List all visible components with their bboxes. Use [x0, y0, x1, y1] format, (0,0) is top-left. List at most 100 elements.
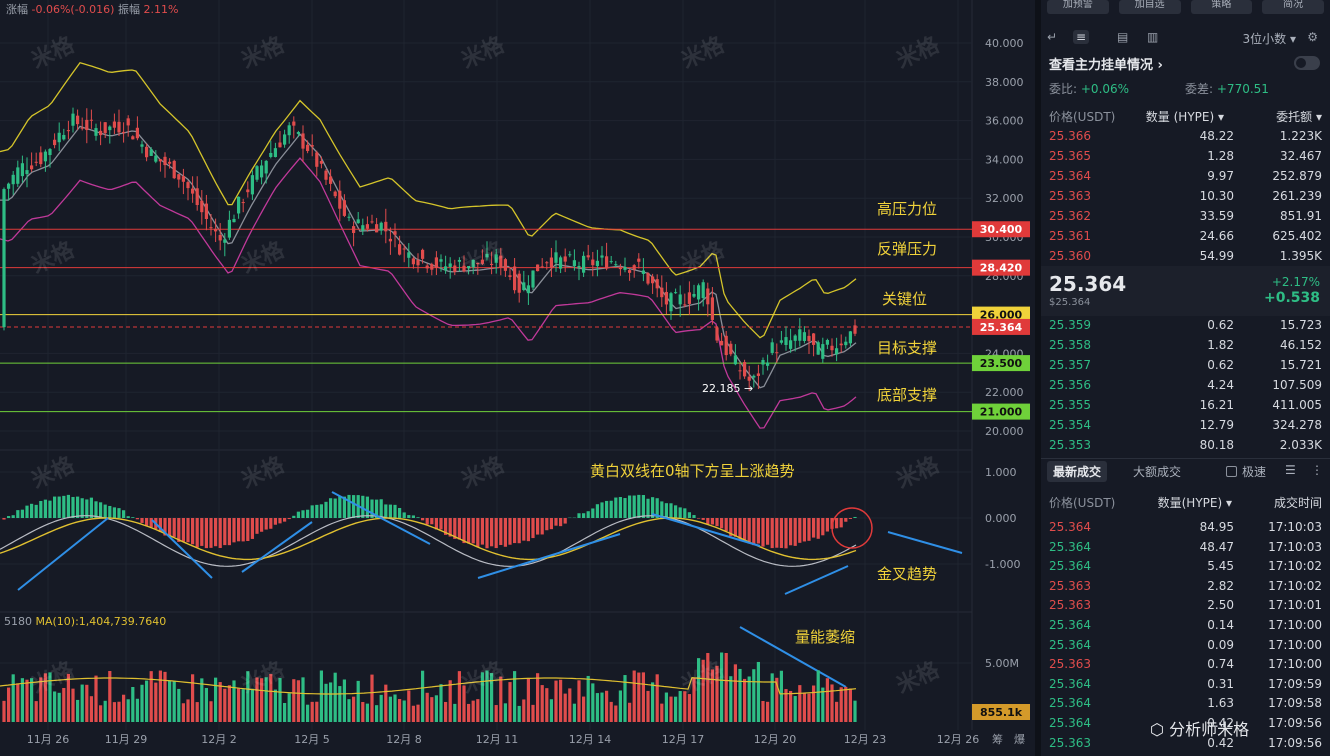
- macd-bar: [2, 518, 6, 520]
- orderbook-bids-icon[interactable]: ▤: [1117, 30, 1129, 44]
- trade-row[interactable]: 25.364 5.45 17:10:02: [1049, 557, 1322, 576]
- trade-row[interactable]: 25.363 0.74 17:10:00: [1049, 655, 1322, 674]
- volume-bar: [434, 695, 438, 722]
- tab-latest-trades[interactable]: 最新成交: [1047, 461, 1108, 482]
- candle-body: [835, 348, 839, 355]
- volume-bar: [25, 679, 29, 722]
- volume-bar: [80, 684, 84, 722]
- macd-bar: [149, 518, 153, 528]
- ask-row[interactable]: 25.362 33.59 851.91: [1049, 207, 1322, 226]
- ask-row[interactable]: 25.361 24.66 625.402: [1049, 227, 1322, 246]
- ask-row[interactable]: 25.365 1.28 32.467: [1049, 147, 1322, 166]
- overview-button[interactable]: 简况: [1262, 0, 1324, 14]
- candle-body: [48, 149, 52, 156]
- candle-body: [237, 196, 241, 214]
- level-tag: [972, 259, 1030, 276]
- add-watchlist-button[interactable]: 加自选: [1118, 0, 1181, 14]
- fast-mode-checkbox[interactable]: 极速: [1226, 463, 1266, 480]
- strategy-button[interactable]: 策略: [1190, 0, 1253, 14]
- candle-body: [720, 340, 724, 346]
- main-order-link[interactable]: 查看主力挂单情况 ›: [1049, 58, 1163, 73]
- bid-row[interactable]: 25.358 1.82 46.152: [1049, 336, 1322, 355]
- macd-bar: [476, 518, 480, 547]
- add-alert-button[interactable]: 加预警: [1047, 0, 1109, 14]
- trade-row-qty: 48.47: [1199, 539, 1234, 554]
- trade-row[interactable]: 25.364 0.31 17:09:59: [1049, 675, 1322, 694]
- y-tick-label: 32.000: [985, 192, 1024, 205]
- macd-bar: [398, 507, 402, 518]
- candle-body: [177, 174, 181, 180]
- trade-row[interactable]: 25.363 2.82 17:10:02: [1049, 577, 1322, 596]
- more-icon[interactable]: ⋮: [1311, 463, 1323, 477]
- bid-row[interactable]: 25.354 12.79 324.278: [1049, 416, 1322, 435]
- header-price: 价格(USDT): [1049, 110, 1116, 124]
- trade-header-qty[interactable]: 数量(HYPE) ▾: [1157, 496, 1232, 510]
- candle-body: [848, 331, 852, 344]
- trade-row[interactable]: 25.364 1.63 17:09:58: [1049, 694, 1322, 713]
- header-qty[interactable]: 数量 (HYPE) ▾: [1145, 110, 1224, 124]
- candle-body: [246, 189, 250, 193]
- macd-tick-label: 1.000: [985, 466, 1017, 479]
- volume-bar: [729, 676, 733, 722]
- ask-row-qty: 54.99: [1199, 249, 1234, 263]
- trade-row[interactable]: 25.364 0.42 17:09:56: [1049, 714, 1322, 733]
- macd-bar: [200, 518, 204, 546]
- trade-row-qty: 0.31: [1207, 676, 1234, 691]
- candle-body: [618, 267, 622, 270]
- return-icon[interactable]: ↵: [1047, 30, 1058, 44]
- candle-body: [715, 327, 719, 341]
- ask-row-qty: 48.22: [1199, 129, 1234, 143]
- filter-icon[interactable]: ☰: [1285, 463, 1296, 477]
- order-ratio: 委比: +0.06%: [1049, 80, 1129, 97]
- trade-row[interactable]: 25.363 2.50 17:10:01: [1049, 596, 1322, 615]
- macd-bar: [618, 497, 622, 518]
- bid-row[interactable]: 25.357 0.62 15.721: [1049, 356, 1322, 375]
- macd-bar: [172, 518, 176, 537]
- bid-row[interactable]: 25.356 4.24 107.509: [1049, 376, 1322, 395]
- bid-row-price: 25.355: [1049, 398, 1091, 412]
- macd-bar: [729, 518, 733, 537]
- ask-row[interactable]: 25.363 10.30 261.239: [1049, 187, 1322, 206]
- trade-row[interactable]: 25.364 0.14 17:10:00: [1049, 616, 1322, 635]
- trade-row-price: 25.364: [1049, 696, 1091, 711]
- volume-bar: [237, 688, 241, 722]
- ask-row[interactable]: 25.360 54.99 1.395K: [1049, 247, 1322, 266]
- settings-icon[interactable]: ⚙: [1307, 30, 1318, 44]
- macd-bar: [34, 504, 38, 518]
- tab-large-trades[interactable]: 大额成交: [1133, 465, 1182, 479]
- candle-body: [315, 152, 319, 167]
- trade-row[interactable]: 25.364 84.95 17:10:03: [1049, 518, 1322, 537]
- candle-body: [135, 127, 139, 139]
- main-order-toggle[interactable]: [1294, 56, 1320, 70]
- macd-bar: [103, 504, 107, 518]
- macd-bar: [223, 518, 227, 546]
- orderbook-both-icon[interactable]: ≡: [1073, 30, 1090, 44]
- chart-area[interactable]: 40.000 38.000 36.000 34.000 32.000 30.000 28.0…: [0, 0, 1035, 756]
- bid-row[interactable]: 25.353 80.18 2.033K: [1049, 436, 1322, 455]
- precision-select[interactable]: 3位小数 ▾: [1242, 32, 1296, 46]
- bid-row[interactable]: 25.355 16.21 411.005: [1049, 396, 1322, 415]
- macd-bar: [577, 513, 581, 518]
- candle-body: [462, 265, 466, 272]
- trade-row[interactable]: 25.364 48.47 17:10:03: [1049, 538, 1322, 557]
- price-chart[interactable]: 40.00038.00036.00034.00032.00030.00028.0…: [0, 0, 1035, 756]
- trade-row[interactable]: 25.364 0.09 17:10:00: [1049, 636, 1322, 655]
- volume-bar: [683, 691, 687, 722]
- trade-row[interactable]: 25.363 0.42 17:09:56: [1049, 734, 1322, 753]
- header-amount[interactable]: 委托额 ▾: [1276, 110, 1322, 124]
- candle-body: [499, 255, 503, 268]
- bid-row[interactable]: 25.359 0.62 15.723: [1049, 316, 1322, 335]
- candle-body: [729, 343, 733, 355]
- orderbook-asks-icon[interactable]: ▥: [1147, 30, 1159, 44]
- panel-divider[interactable]: [1035, 0, 1041, 756]
- macd-bar: [701, 518, 705, 520]
- macd-bar: [342, 496, 346, 518]
- macd-bar: [273, 518, 277, 525]
- volume-bar: [264, 677, 268, 722]
- change-percent: +2.17%: [1271, 275, 1320, 289]
- annotation-bottom-support: 底部支撑: [877, 386, 938, 404]
- orderbook-panel: 加预警 加自选 策略 简况 ↵ ≡ ▤ ▥ 3位小数 ▾ ⚙ 查看主力挂单情况 …: [1041, 0, 1330, 756]
- ask-row[interactable]: 25.366 48.22 1.223K: [1049, 127, 1322, 146]
- ask-row[interactable]: 25.364 9.97 252.879: [1049, 167, 1322, 186]
- ask-row-value: 1.395K: [1279, 249, 1322, 263]
